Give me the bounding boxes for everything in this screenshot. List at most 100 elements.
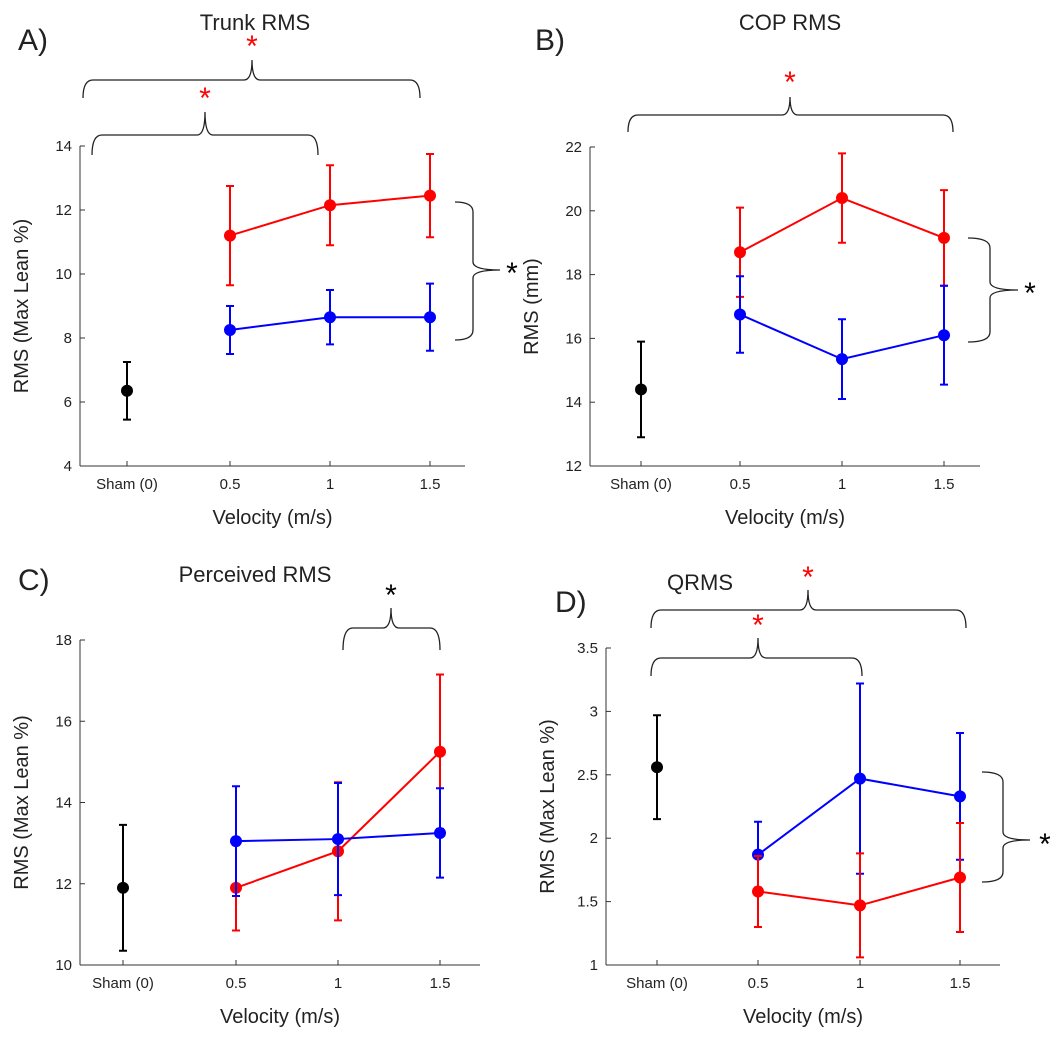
data-point — [424, 189, 436, 202]
y-tick-label: 16 — [55, 713, 72, 730]
significance-marker: * — [752, 609, 764, 642]
y-tick-label: 1.5 — [577, 894, 598, 911]
data-point — [224, 229, 236, 242]
x-tick-label: 1.5 — [430, 975, 451, 992]
y-tick-label: 18 — [55, 632, 72, 649]
chart-title: COP RMS — [739, 10, 841, 35]
y-tick-label: 10 — [55, 957, 72, 974]
significance-bracket — [650, 637, 863, 677]
y-tick-label: 8 — [64, 330, 72, 347]
data-point — [836, 353, 848, 366]
data-point — [734, 308, 746, 321]
x-axis-label: Velocity (m/s) — [212, 507, 332, 529]
y-tick-label: 14 — [565, 394, 582, 411]
chart-title: Trunk RMS — [200, 10, 310, 35]
x-tick-label: 1 — [838, 476, 846, 493]
x-tick-label: Sham (0) — [96, 476, 158, 493]
y-tick-label: 16 — [565, 330, 582, 347]
significance-bracket — [454, 201, 501, 341]
y-tick-label: 14 — [55, 138, 72, 155]
data-point — [954, 790, 966, 803]
data-point — [938, 329, 950, 342]
y-tick-label: 1 — [590, 957, 598, 974]
y-tick-label: 14 — [55, 795, 72, 812]
data-point — [434, 745, 446, 758]
x-tick-label: Sham (0) — [610, 476, 672, 493]
y-tick-label: 3 — [590, 703, 598, 720]
panel: B) COP RMS 12 14 16 18 20 22 Sham (0) 0.5 1 1.5 Velo… — [521, 10, 1036, 529]
data-point — [434, 826, 446, 839]
chart-title: QRMS — [667, 570, 733, 595]
data-point — [752, 848, 764, 861]
chart-title: Perceived RMS — [179, 562, 332, 587]
data-point — [117, 881, 129, 894]
data-point — [854, 772, 866, 785]
data-point — [651, 761, 663, 774]
x-tick-label: 1 — [856, 975, 864, 992]
x-tick-label: 1.5 — [420, 476, 441, 493]
data-point — [854, 899, 866, 912]
x-axis-label: Velocity (m/s) — [743, 1006, 863, 1028]
data-point — [635, 383, 647, 396]
y-tick-label: 12 — [565, 458, 582, 475]
y-tick-label: 4 — [64, 458, 72, 475]
x-tick-label: 1 — [326, 476, 334, 493]
x-tick-label: 1.5 — [934, 476, 955, 493]
panel: C) Perceived RMS 10 12 14 16 18 Sham (0) 0.5 1 1.5… — [11, 562, 480, 1028]
data-point — [734, 246, 746, 259]
panel-letter: C) — [18, 564, 50, 597]
data-point — [954, 871, 966, 884]
y-tick-label: 12 — [55, 876, 72, 893]
y-axis-label: RMS (Max Lean %) — [11, 219, 33, 394]
significance-bracket — [967, 237, 1019, 343]
x-tick-label: 1.5 — [950, 975, 971, 992]
y-tick-label: 18 — [565, 267, 582, 284]
data-point — [224, 324, 236, 336]
data-point — [332, 833, 344, 846]
x-axis-label: Velocity (m/s) — [220, 1006, 340, 1028]
data-point — [424, 311, 436, 324]
y-axis-label: RMS (Max Lean %) — [537, 719, 559, 894]
x-tick-label: 0.5 — [226, 975, 247, 992]
significance-marker: * — [246, 30, 258, 63]
significance-marker: * — [385, 579, 397, 612]
y-axis-label: RMS (mm) — [521, 258, 543, 355]
x-tick-label: 0.5 — [730, 476, 751, 493]
significance-bracket — [627, 96, 954, 133]
panel: D) QRMS 1 1.5 2 2.5 3 3.5 Sham (0) 0.5 1 1.5 Velocit… — [537, 561, 1050, 1028]
y-tick-label: 2 — [590, 830, 598, 847]
y-tick-label: 6 — [64, 394, 72, 411]
data-point — [230, 835, 242, 848]
data-point — [324, 199, 336, 212]
y-axis-label: RMS (Max Lean %) — [11, 715, 33, 890]
data-point — [752, 885, 764, 898]
data-point — [324, 311, 336, 324]
panel: A) Trunk RMS 4 6 8 10 12 14 Sham (0) 0.5 1 1.5 Veloc… — [11, 10, 518, 529]
significance-bracket — [82, 59, 421, 99]
y-tick-label: 3.5 — [577, 640, 598, 657]
significance-marker: * — [802, 561, 814, 594]
x-tick-label: 0.5 — [220, 476, 241, 493]
panel-letter: D) — [555, 586, 587, 619]
y-tick-label: 20 — [565, 203, 582, 220]
panel-letter: A) — [18, 24, 48, 57]
x-tick-label: 0.5 — [748, 975, 769, 992]
y-tick-label: 10 — [55, 266, 72, 283]
significance-bracket — [342, 607, 441, 651]
significance-marker: * — [1024, 277, 1036, 310]
data-point — [938, 231, 950, 244]
x-tick-label: Sham (0) — [626, 975, 688, 992]
x-tick-label: Sham (0) — [92, 975, 154, 992]
x-axis-label: Velocity (m/s) — [725, 507, 845, 529]
y-tick-label: 12 — [55, 202, 72, 219]
x-tick-label: 1 — [334, 975, 342, 992]
significance-marker: * — [784, 66, 796, 99]
significance-marker: * — [199, 82, 211, 115]
significance-bracket — [650, 589, 967, 629]
significance-bracket — [981, 771, 1031, 883]
panel-letter: B) — [535, 24, 565, 57]
y-tick-label: 22 — [565, 139, 582, 156]
significance-marker: * — [1039, 828, 1050, 861]
data-point — [121, 384, 133, 397]
